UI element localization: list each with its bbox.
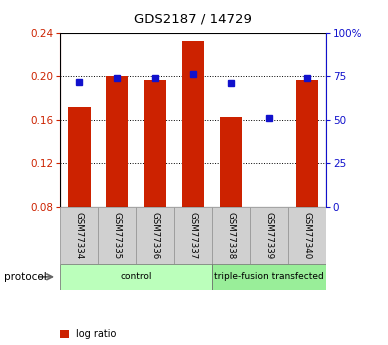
- FancyBboxPatch shape: [98, 207, 136, 264]
- Text: GSM77337: GSM77337: [189, 212, 197, 259]
- FancyBboxPatch shape: [288, 207, 326, 264]
- FancyBboxPatch shape: [60, 207, 98, 264]
- FancyBboxPatch shape: [174, 207, 212, 264]
- Text: GSM77338: GSM77338: [227, 212, 236, 259]
- Bar: [68, 107, 90, 207]
- Text: GSM77334: GSM77334: [74, 212, 84, 259]
- Text: GSM77336: GSM77336: [151, 212, 159, 259]
- Text: GSM77340: GSM77340: [302, 212, 312, 259]
- Bar: [60, 33, 326, 207]
- Bar: [220, 117, 242, 207]
- Text: GSM77339: GSM77339: [265, 212, 274, 259]
- FancyBboxPatch shape: [60, 264, 212, 290]
- Bar: [144, 80, 166, 207]
- Bar: [296, 80, 318, 207]
- FancyBboxPatch shape: [212, 264, 326, 290]
- Bar: [106, 76, 128, 207]
- Text: protocol: protocol: [4, 272, 47, 282]
- Text: GDS2187 / 14729: GDS2187 / 14729: [134, 12, 252, 25]
- Text: control: control: [120, 272, 152, 282]
- FancyBboxPatch shape: [136, 207, 174, 264]
- FancyBboxPatch shape: [250, 207, 288, 264]
- Text: GSM77335: GSM77335: [113, 212, 121, 259]
- Text: log ratio: log ratio: [76, 329, 117, 339]
- FancyBboxPatch shape: [212, 207, 250, 264]
- Bar: [182, 41, 204, 207]
- Text: triple-fusion transfected: triple-fusion transfected: [214, 272, 324, 282]
